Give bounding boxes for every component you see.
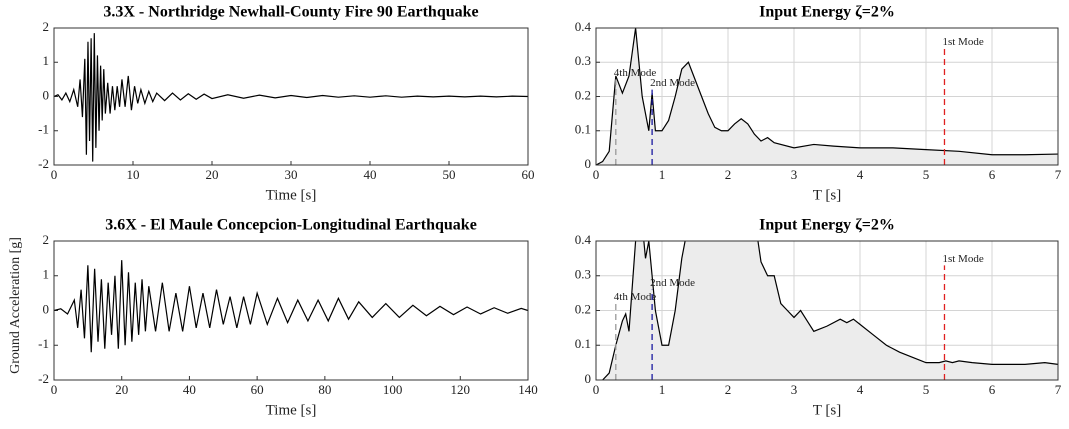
mode-label: 2nd Mode: [650, 277, 695, 289]
y-tick-label: -2: [38, 371, 49, 386]
energy-area: [596, 28, 1058, 165]
axes-frame: [53, 27, 529, 166]
y-tick-label: 0.1: [575, 336, 591, 351]
x-tick-label: 0: [51, 167, 58, 182]
y-tick-label: 0.3: [575, 53, 591, 68]
chart-title: 3.6X - El Maule Concepcion-Longitudinal …: [105, 217, 477, 234]
x-tick-label: 4: [857, 382, 864, 397]
x-tick-label: 1: [659, 167, 666, 182]
x-tick-label: 2: [725, 167, 732, 182]
y-tick-label: -1: [38, 336, 49, 351]
y-tick-label: 0.4: [575, 232, 592, 247]
x-tick-label: 5: [923, 382, 930, 397]
energy-area: [602, 241, 1058, 380]
x-tick-label: 1: [659, 382, 666, 397]
x-tick-label: 4: [857, 167, 864, 182]
x-tick-label: 100: [383, 382, 403, 397]
chart-title: Input Energy ζ=2%: [759, 4, 895, 21]
x-tick-label: 6: [989, 167, 996, 182]
subplot: 0 20 40 60 80 100 120 140 -2 -1 0 1 2 3.6X - El Maule…: [8, 217, 538, 419]
x-axis-label: Time [s]: [266, 187, 317, 203]
y-tick-label: 0.2: [575, 87, 591, 102]
x-tick-label: 3: [791, 167, 798, 182]
x-axis-label: T [s]: [813, 402, 841, 418]
x-tick-label: 30: [285, 167, 298, 182]
x-tick-label: 10: [127, 167, 140, 182]
x-tick-label: 0: [593, 167, 600, 182]
axes-frame: [595, 27, 1059, 166]
x-tick-label: 80: [318, 382, 331, 397]
axes-frame: [53, 240, 529, 381]
axes-frame: [595, 240, 1059, 381]
signal-line: [54, 260, 528, 353]
x-tick-label: 0: [51, 382, 58, 397]
x-tick-label: 7: [1055, 167, 1062, 182]
x-tick-label: 140: [518, 382, 538, 397]
y-axis-label: Ground Acceleration [g]: [8, 237, 23, 374]
chart-title: Input Energy ζ=2%: [759, 217, 895, 234]
x-tick-label: 5: [923, 167, 930, 182]
mode-label: 2nd Mode: [650, 77, 695, 89]
y-tick-label: 0: [43, 301, 50, 316]
y-tick-label: 0.2: [575, 301, 591, 316]
mode-label: 4th Mode: [614, 291, 657, 303]
chart-title: 3.3X - Northridge Newhall-County Fire 90…: [103, 4, 478, 21]
y-tick-label: 0: [585, 156, 592, 171]
x-tick-label: 50: [443, 167, 456, 182]
y-tick-label: 0: [585, 371, 592, 386]
y-tick-label: 2: [43, 232, 50, 247]
mode-label: 4th Mode: [614, 67, 657, 79]
y-tick-label: 1: [43, 267, 50, 282]
x-tick-label: 2: [725, 382, 732, 397]
y-tick-label: 1: [43, 53, 50, 68]
x-tick-label: 6: [989, 382, 996, 397]
y-tick-label: -2: [38, 156, 49, 171]
y-tick-label: 0: [43, 87, 50, 102]
x-tick-label: 20: [206, 167, 219, 182]
y-tick-label: -1: [38, 122, 49, 137]
x-tick-label: 7: [1055, 382, 1062, 397]
subplot: 0 10 20 30 40 50 60 -2 -1 0 1 2 3.3X - Northridge Ne…: [38, 4, 534, 204]
y-tick-label: 0.1: [575, 122, 591, 137]
x-tick-label: 40: [183, 382, 196, 397]
energy-line: [596, 28, 1058, 165]
x-axis-label: T [s]: [813, 187, 841, 203]
y-tick-label: 2: [43, 19, 50, 34]
subplot: 0 1 2 3 4 5 6 7 0 0.1 0.2 0.3 0.4 4th Mode 2nd Mode 1st…: [575, 217, 1062, 419]
x-tick-label: 0: [593, 382, 600, 397]
x-tick-label: 60: [522, 167, 535, 182]
y-tick-label: 0.4: [575, 19, 592, 34]
plot-area: [54, 241, 528, 380]
mode-label: 1st Mode: [942, 36, 983, 48]
x-tick-label: 120: [451, 382, 471, 397]
signal-line: [54, 33, 528, 162]
y-tick-label: 0.3: [575, 267, 591, 282]
x-tick-label: 40: [364, 167, 377, 182]
x-tick-label: 60: [251, 382, 264, 397]
x-axis-label: Time [s]: [266, 402, 317, 418]
mode-label: 1st Mode: [942, 253, 983, 265]
x-tick-label: 3: [791, 382, 798, 397]
x-tick-label: 20: [115, 382, 128, 397]
energy-line: [602, 241, 1058, 380]
